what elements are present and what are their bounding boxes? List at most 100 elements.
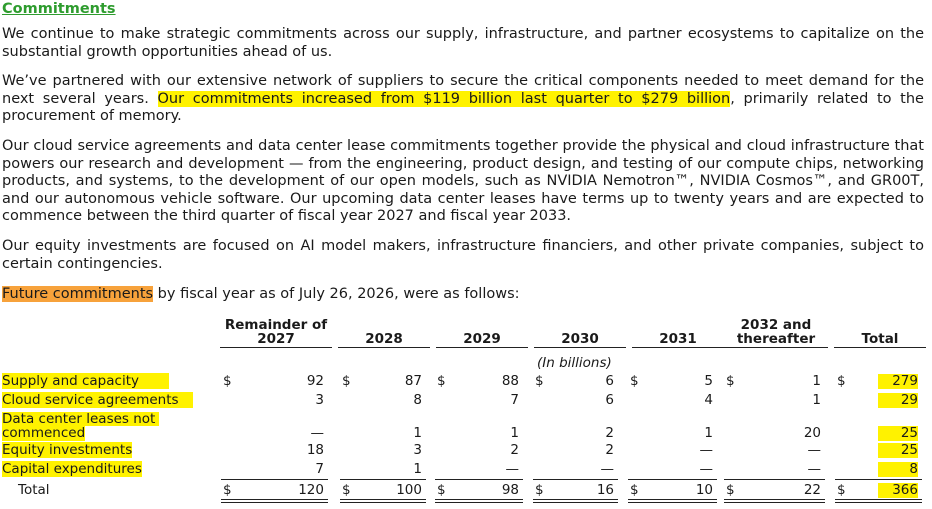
- table-cell: 6: [605, 392, 614, 408]
- paragraph-future-commitments: Future commitments by fiscal year as of …: [2, 286, 924, 304]
- table-cell: —: [807, 442, 822, 458]
- subtotal-rule: [835, 479, 922, 480]
- row-label-data-center: Data center leases not commenced: [2, 412, 160, 441]
- subtotal-rule: [724, 479, 825, 480]
- future-commitments-highlight: Future commitments: [2, 286, 154, 302]
- table-cell: —: [505, 461, 520, 477]
- table-cell: 1: [812, 392, 821, 408]
- total-double-rule: [435, 499, 523, 503]
- table-cell: 92: [306, 373, 324, 389]
- row-label-total: Total: [18, 482, 50, 498]
- row-label-text: Capital expenditures: [2, 461, 142, 477]
- paragraph-equity-investments: Our equity investments are focused on AI…: [2, 238, 924, 272]
- table-cell: 279: [878, 374, 918, 389]
- currency-symbol: $: [437, 373, 446, 389]
- row-label-text: Supply and capacity: [2, 373, 169, 389]
- total-double-rule: [340, 499, 426, 503]
- row-label-supply: Supply and capacity: [2, 373, 169, 389]
- currency-symbol: $: [630, 373, 639, 389]
- currency-symbol: $: [837, 482, 846, 498]
- column-header-2031: 2031: [632, 332, 724, 348]
- table-cell: 120: [298, 482, 324, 498]
- currency-symbol: $: [342, 373, 351, 389]
- future-commitments-text: by fiscal year as of July 26, 2026, were…: [153, 286, 520, 302]
- table-cell: 8: [878, 462, 918, 477]
- table-cell: 4: [704, 392, 713, 408]
- total-double-rule: [221, 499, 328, 503]
- table-cell: —: [310, 425, 325, 441]
- column-header-line1: Remainder of: [224, 317, 328, 333]
- table-cell: 366: [878, 483, 918, 498]
- table-cell: 3: [315, 392, 324, 408]
- column-header-line1: 2032 and: [740, 317, 812, 333]
- row-label-capex: Capital expenditures: [2, 461, 142, 477]
- currency-symbol: $: [726, 373, 735, 389]
- row-label-text: Cloud service agreements: [2, 392, 193, 408]
- table-cell: 1: [812, 373, 821, 389]
- table-cell: 10: [695, 482, 713, 498]
- column-header-2029: 2029: [436, 332, 528, 348]
- table-cell: 22: [803, 482, 821, 498]
- currency-symbol: $: [535, 373, 544, 389]
- commitments-table: Remainder of 2027 2028 2029 2030 2031 20…: [2, 318, 930, 509]
- table-cell: 2: [605, 442, 614, 458]
- column-header-line2: 2027: [257, 331, 295, 347]
- row-label-text-2: commenced: [2, 425, 86, 441]
- paragraph-cloud-agreements: Our cloud service agreements and data ce…: [2, 138, 924, 224]
- commitments-increase-highlight: Our commitments increased from $119 bill…: [157, 90, 731, 107]
- table-cell: 98: [501, 482, 519, 498]
- table-cell: 6: [605, 373, 614, 389]
- table-cell: 3: [413, 442, 422, 458]
- table-cell: 1: [413, 425, 422, 441]
- table-cell: 25: [878, 426, 918, 441]
- total-double-rule: [835, 499, 922, 503]
- table-cell: 2: [510, 442, 519, 458]
- total-double-rule: [724, 499, 825, 503]
- row-label-text: Data center leases not: [2, 412, 160, 426]
- subtotal-rule: [435, 479, 523, 480]
- table-cell: —: [600, 461, 615, 477]
- currency-symbol: $: [535, 482, 544, 498]
- currency-symbol: $: [437, 482, 446, 498]
- memory-text: , primarily related to the procurement o…: [2, 90, 924, 125]
- table-cell: 7: [510, 392, 519, 408]
- subtotal-rule: [628, 479, 717, 480]
- table-cell: 8: [413, 392, 422, 408]
- column-header-2032-thereafter: 2032 and thereafter: [724, 318, 828, 348]
- table-cell: 29: [878, 393, 918, 408]
- column-header-total: Total: [834, 332, 926, 348]
- subtotal-rule: [221, 479, 328, 480]
- subtotal-rule: [533, 479, 618, 480]
- table-cell: 2: [605, 425, 614, 441]
- column-header-remainder-2027: Remainder of 2027: [220, 318, 332, 348]
- table-cell: 5: [704, 373, 713, 389]
- currency-symbol: $: [223, 373, 232, 389]
- table-cell: 20: [803, 425, 821, 441]
- currency-symbol: $: [630, 482, 639, 498]
- table-cell: 100: [396, 482, 422, 498]
- section-title: Commitments: [2, 1, 116, 17]
- total-double-rule: [628, 499, 717, 503]
- currency-symbol: $: [342, 482, 351, 498]
- table-cell: —: [807, 461, 822, 477]
- total-double-rule: [533, 499, 618, 503]
- subtotal-rule: [340, 479, 426, 480]
- column-header-line2: thereafter: [736, 331, 816, 347]
- row-label-equity: Equity investments: [2, 442, 133, 458]
- paragraph-strategic-commitments: We continue to make strategic commitment…: [2, 26, 924, 60]
- paragraph-suppliers: We’ve partnered with our extensive netwo…: [2, 73, 924, 126]
- currency-symbol: $: [726, 482, 735, 498]
- table-cell: 88: [501, 373, 519, 389]
- table-cell: 18: [306, 442, 324, 458]
- row-label-cloud: Cloud service agreements: [2, 392, 193, 408]
- table-cell: 1: [413, 461, 422, 477]
- table-cell: 16: [596, 482, 614, 498]
- column-header-2030: 2030: [534, 332, 626, 348]
- row-label-text: Equity investments: [2, 442, 133, 458]
- table-cell: 87: [404, 373, 422, 389]
- table-cell: —: [699, 461, 714, 477]
- column-header-2028: 2028: [338, 332, 430, 348]
- table-cell: 25: [878, 443, 918, 458]
- table-cell: 7: [315, 461, 324, 477]
- currency-symbol: $: [837, 373, 846, 389]
